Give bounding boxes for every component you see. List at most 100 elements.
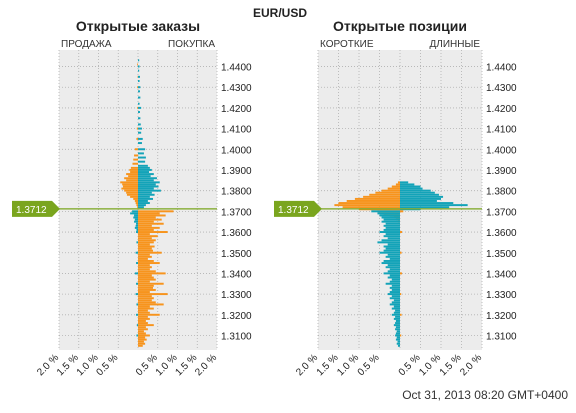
depth-bar xyxy=(400,252,402,254)
x-tick-label: 0.5 % xyxy=(134,352,160,378)
depth-bar xyxy=(131,167,138,169)
price-tick-label: 1.3900 xyxy=(221,166,252,177)
depth-bar xyxy=(138,287,153,289)
depth-bar xyxy=(133,198,138,200)
depth-bar xyxy=(138,256,152,258)
depth-bar xyxy=(138,190,161,192)
depth-bar xyxy=(126,192,138,194)
depth-bar xyxy=(395,328,400,330)
depth-bar xyxy=(400,196,443,198)
x-tick-label: 1.0 % xyxy=(417,352,443,378)
depth-bar xyxy=(136,241,138,243)
depth-bar xyxy=(138,167,150,169)
depth-bar xyxy=(138,274,152,276)
depth-bar xyxy=(136,252,138,254)
depth-bar xyxy=(137,324,138,326)
x-tick-label: 0.5 % xyxy=(95,352,121,378)
depth-bar xyxy=(138,306,150,308)
depth-bar xyxy=(392,314,400,316)
depth-bar xyxy=(138,330,144,332)
depth-bar xyxy=(138,334,150,336)
depth-bar xyxy=(138,76,140,78)
x-tick-label: 2.0 % xyxy=(294,352,320,378)
depth-bar xyxy=(130,171,138,173)
x-tick-label: 1.5 % xyxy=(174,352,200,378)
depth-bar xyxy=(138,268,150,270)
depth-bar xyxy=(390,268,400,270)
depth-bar xyxy=(138,223,164,225)
depth-bar xyxy=(138,341,144,343)
depth-bar xyxy=(133,159,138,161)
depth-bar xyxy=(135,272,138,274)
depth-bar xyxy=(136,283,138,285)
depth-bar xyxy=(388,270,400,272)
depth-bar xyxy=(390,258,400,260)
price-tick-label: 1.3100 xyxy=(486,332,517,343)
depth-bar xyxy=(395,334,400,336)
depth-bar xyxy=(138,90,140,92)
depth-bar xyxy=(380,214,401,216)
depth-bar xyxy=(390,287,400,289)
depth-bar xyxy=(138,86,140,88)
depth-bar xyxy=(388,188,400,190)
depth-bar xyxy=(392,301,400,303)
depth-bar xyxy=(138,186,159,188)
depth-bar xyxy=(386,266,400,268)
depth-bar xyxy=(138,297,154,299)
depth-bar xyxy=(395,310,400,312)
depth-bar xyxy=(384,250,400,252)
depth-bar xyxy=(388,293,400,295)
x-tick-label: 1.0 % xyxy=(154,352,180,378)
depth-bar xyxy=(138,181,160,183)
depth-bar xyxy=(392,308,400,310)
depth-bar xyxy=(138,66,140,68)
depth-bar xyxy=(136,223,138,225)
depth-bar xyxy=(138,246,155,248)
depth-bar xyxy=(138,310,148,312)
depth-bar xyxy=(355,198,400,200)
depth-bar xyxy=(382,190,400,192)
depth-bar xyxy=(400,272,402,274)
price-tick-label: 1.4300 xyxy=(486,83,517,94)
price-tick-label: 1.3900 xyxy=(486,166,517,177)
depth-bar xyxy=(138,326,146,328)
depth-bar xyxy=(386,233,400,235)
depth-bar xyxy=(386,283,400,285)
depth-bar xyxy=(388,264,400,266)
depth-bar xyxy=(382,239,400,241)
depth-bar xyxy=(386,248,400,250)
depth-bar xyxy=(138,59,139,61)
depth-bar xyxy=(384,219,400,221)
depth-bar xyxy=(138,337,145,339)
depth-bar xyxy=(138,260,154,262)
price-tick-label: 1.3800 xyxy=(221,187,252,198)
depth-bar xyxy=(138,214,166,216)
depth-bar xyxy=(138,314,160,316)
depth-bar xyxy=(137,86,138,88)
x-tick-label: 2.0 % xyxy=(193,352,219,378)
depth-bar xyxy=(136,262,138,264)
depth-bar xyxy=(380,231,401,233)
depth-bar xyxy=(400,194,439,196)
depth-bar xyxy=(138,283,164,285)
depth-bar xyxy=(138,328,148,330)
depth-bar xyxy=(138,97,140,99)
depth-bar xyxy=(343,206,400,208)
depth-bar xyxy=(400,183,414,185)
depth-bar xyxy=(138,285,154,287)
depth-bar xyxy=(398,181,400,183)
price-tick-label: 1.4300 xyxy=(221,83,252,94)
depth-bar xyxy=(392,289,400,291)
depth-bar xyxy=(394,306,400,308)
depth-bar xyxy=(339,202,401,204)
depth-bar xyxy=(392,285,400,287)
depth-bar xyxy=(384,229,400,231)
depth-bar xyxy=(123,186,138,188)
depth-bar xyxy=(400,192,435,194)
depth-bar xyxy=(394,299,400,301)
depth-bar xyxy=(395,322,400,324)
depth-bar xyxy=(138,107,141,109)
depth-bar xyxy=(138,138,143,140)
